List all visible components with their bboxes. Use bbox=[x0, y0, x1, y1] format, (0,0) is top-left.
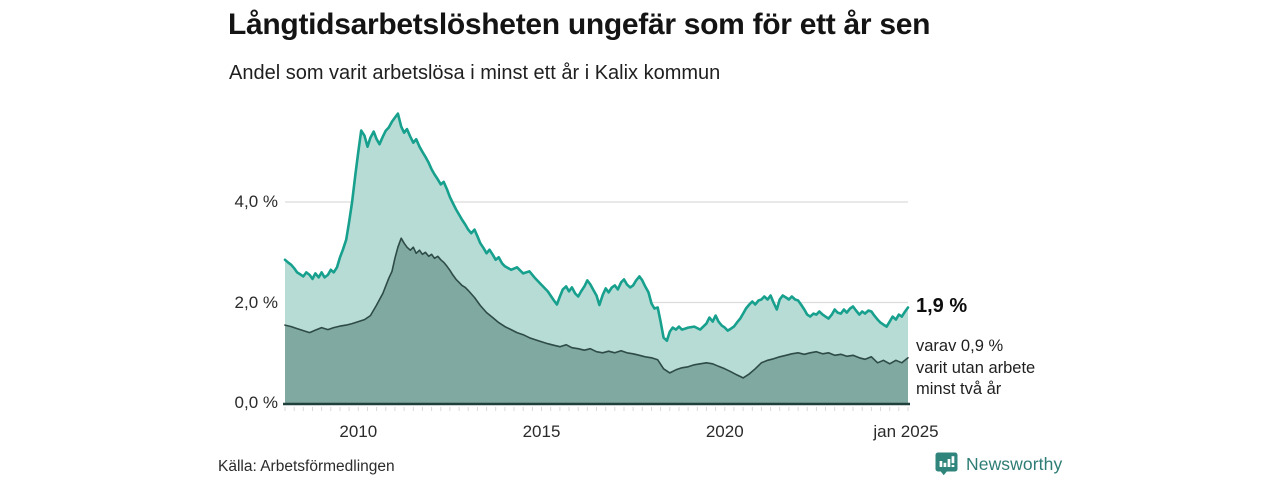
end-value-note-line-1: varav 0,9 % bbox=[916, 337, 1004, 355]
chart-subtitle: Andel som varit arbetslösa i minst ett å… bbox=[229, 62, 721, 84]
series-1-line bbox=[284, 237, 909, 379]
series-0-line bbox=[283, 112, 910, 342]
x-axis-label-3: jan 2025 bbox=[873, 422, 939, 441]
source-credit: Källa: Arbetsförmedlingen bbox=[218, 458, 395, 475]
minor-ticks bbox=[284, 407, 909, 411]
x-axis-label-0: 2010 bbox=[339, 422, 378, 441]
x-axis-label-1: 2015 bbox=[522, 422, 561, 441]
page-title: Långtidsarbetslösheten ungefär som för e… bbox=[228, 8, 931, 41]
brand-name: Newsworthy bbox=[966, 453, 1063, 474]
x-axis-label-2: 2020 bbox=[705, 422, 744, 441]
end-value-note-line-2: varit utan arbete bbox=[916, 358, 1036, 377]
y-axis-label-2: 4,0 % bbox=[234, 192, 278, 211]
end-value-note-line-3: minst två år bbox=[916, 380, 1002, 398]
y-axis-label-1: 2,0 % bbox=[234, 292, 278, 312]
newsworthy-icon bbox=[935, 452, 958, 476]
brand-logo: Newsworthy bbox=[935, 451, 1062, 477]
series-1-area bbox=[285, 238, 908, 403]
end-value-note: varav 0,9 % varit utan arbete minst två … bbox=[916, 336, 1035, 401]
y-axis-label-0: 0,0 % bbox=[234, 393, 278, 412]
end-value-label: 1,9 % bbox=[916, 295, 968, 317]
